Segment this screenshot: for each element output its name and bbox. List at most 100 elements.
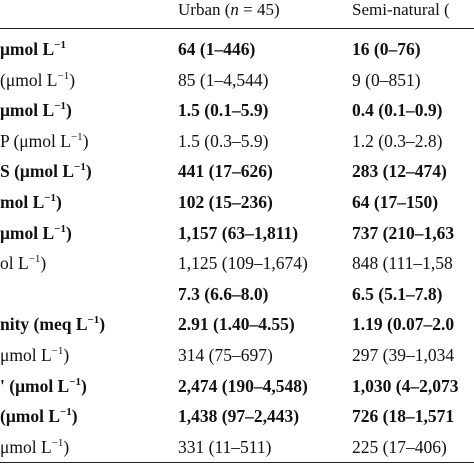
column-header-seminatural: Semi-natural ( (352, 0, 450, 28)
row-label-unit-exponent: −1 (44, 191, 57, 204)
table-row: μmol L−1) 1,157 (63–1,811) 737 (210–1,63 (0, 218, 474, 249)
row-label-text: μmol L (0, 344, 52, 365)
row-label-unit-exponent: −1 (54, 39, 66, 51)
row-label-unit-exponent: −1 (60, 406, 72, 419)
row-label: P (μmol L−1) (0, 131, 89, 151)
row-label-end: ) (56, 191, 62, 212)
table-row: S (μmol L−1) 441 (17–626) 283 (12–474) (0, 156, 474, 187)
urban-header-n: n (230, 0, 239, 19)
row-label-end: ) (65, 222, 72, 243)
row-label: ol L−1) (0, 253, 46, 273)
table-row: (μmol L−1) 85 (1–4,544) 9 (0–851) (0, 65, 474, 96)
row-label-unit-exponent: −1 (54, 100, 66, 113)
row-label: μmol L−1) (0, 223, 72, 243)
cell-seminatural: 737 (210–1,63 (352, 222, 455, 243)
row-label-unit-exponent: −1 (54, 222, 66, 235)
table-row: ol L−1) 1,125 (109–1,674) 848 (111–1,58 (0, 248, 474, 279)
cell-urban: 314 (75–697) (178, 344, 273, 365)
table-row: 7.3 (6.6–8.0) 6.5 (5.1–7.8) (0, 279, 474, 310)
table-row: μmol L−1) 1.5 (0.1–5.9) 0.4 (0.1–0.9) (0, 95, 474, 126)
row-label-text: S (μmol L (0, 161, 75, 182)
table-row: μmol L−1 64 (1–446) 16 (0–76) (0, 34, 474, 65)
cell-urban: 441 (17–626) (178, 161, 273, 182)
cell-urban: 331 (11–511) (178, 436, 272, 457)
cell-seminatural: 1,030 (4–2,073 (352, 375, 459, 396)
row-label-unit-exponent: −1 (51, 436, 64, 449)
cell-urban: 1,157 (63–1,811) (178, 222, 299, 243)
cell-seminatural: 9 (0–851) (352, 69, 421, 90)
cell-urban: 7.3 (6.6–8.0) (178, 283, 269, 304)
row-label: μmol L−1) (0, 345, 69, 365)
cell-seminatural: 1.2 (0.3–2.8) (352, 130, 443, 151)
table-row: nity (meq L−1) 2.91 (1.40–4.55) 1.19 (0.07… (0, 309, 474, 340)
cell-urban: 102 (15–236) (178, 191, 273, 212)
row-label-end: ) (40, 253, 47, 274)
row-label-unit-exponent: −1 (70, 130, 83, 143)
cell-urban: 2,474 (190–4,548) (178, 375, 308, 396)
cell-seminatural: 6.5 (5.1–7.8) (352, 283, 443, 304)
row-label-unit-exponent: −1 (28, 253, 41, 266)
row-label-end: ) (63, 436, 70, 457)
cell-seminatural: 64 (17–150) (352, 191, 439, 212)
cell-seminatural: 1.19 (0.07–2.0 (352, 314, 455, 335)
cell-urban: 1.5 (0.1–5.9) (178, 100, 269, 121)
row-label-end: ) (63, 344, 70, 365)
header-rule (0, 28, 474, 29)
row-label-unit-exponent: −1 (69, 375, 82, 388)
urban-header-count: = 45) (238, 0, 280, 19)
table-row: mol L−1) 102 (15–236) 64 (17–150) (0, 187, 474, 218)
cell-urban: 1,125 (109–1,674) (178, 253, 308, 274)
row-label-text: nity (meq L (0, 314, 88, 335)
table-row: ' (μmol L−1) 2,474 (190–4,548) 1,030 (4–2,… (0, 371, 474, 402)
cell-urban: 85 (1–4,544) (178, 69, 269, 90)
cell-seminatural: 726 (18–1,571 (352, 406, 455, 427)
row-label-text: μmol L (0, 436, 52, 457)
table-body: μmol L−1 64 (1–446) 16 (0–76) (μmol L−1) 85 … (0, 34, 474, 462)
row-label: nity (meq L−1) (0, 314, 105, 334)
row-label-end: ) (69, 69, 76, 90)
seminatural-header-text: Semi-natural ( (352, 0, 450, 19)
row-label: ' (μmol L−1) (0, 376, 87, 396)
row-label-text: (μmol L (0, 69, 58, 90)
cell-seminatural: 848 (111–1,58 (352, 253, 453, 274)
row-label-end: ) (82, 130, 89, 151)
urban-header-text: Urban ( (178, 0, 231, 19)
row-label-unit-exponent: −1 (74, 161, 86, 174)
table-row: μmol L−1) 314 (75–697) 297 (39–1,034 (0, 340, 474, 371)
row-label-end: ) (71, 406, 78, 427)
row-label-end: ) (65, 100, 72, 121)
table-row: P (μmol L−1) 1.5 (0.3–5.9) 1.2 (0.3–2.8) (0, 126, 474, 157)
cell-seminatural: 283 (12–474) (352, 161, 447, 182)
row-label-text: mol L (0, 191, 45, 212)
row-label-text: ol L (0, 253, 29, 274)
cell-urban: 1,438 (97–2,443) (178, 406, 300, 427)
row-label-unit-exponent: −1 (51, 344, 64, 357)
row-label-unit-exponent: −1 (57, 69, 70, 82)
table-row: (μmol L−1) 1,438 (97–2,443) 726 (18–1,571 (0, 401, 474, 432)
row-label: μmol L−1) (0, 100, 72, 120)
cell-seminatural: 16 (0–76) (352, 39, 421, 59)
row-label: μmol L−1 (0, 39, 66, 59)
row-label: mol L−1) (0, 192, 62, 212)
row-label-text: μmol L (0, 100, 55, 121)
row-label: (μmol L−1) (0, 406, 78, 426)
row-label-text: ' (μmol L (0, 375, 70, 396)
cell-seminatural: 0.4 (0.1–0.9) (352, 100, 443, 121)
row-label: (μmol L−1) (0, 70, 75, 90)
row-label: μmol L−1) (0, 437, 69, 457)
bottom-rule (0, 462, 474, 463)
row-label-unit-exponent: −1 (87, 314, 100, 327)
cell-urban: 64 (1–446) (178, 39, 256, 59)
column-header-urban: Urban (n = 45) (178, 0, 280, 28)
table-row: μmol L−1) 331 (11–511) 225 (17–406) (0, 432, 474, 463)
cell-urban: 2.91 (1.40–4.55) (178, 314, 295, 335)
row-label-end: ) (85, 161, 92, 182)
row-label-text: μmol L (0, 222, 55, 243)
row-label-text: (μmol L (0, 406, 60, 427)
row-label: S (μmol L−1) (0, 161, 92, 181)
cell-seminatural: 225 (17–406) (352, 436, 447, 457)
cell-seminatural: 297 (39–1,034 (352, 344, 455, 365)
row-label-end: ) (81, 375, 87, 396)
cell-urban: 1.5 (0.3–5.9) (178, 130, 269, 151)
